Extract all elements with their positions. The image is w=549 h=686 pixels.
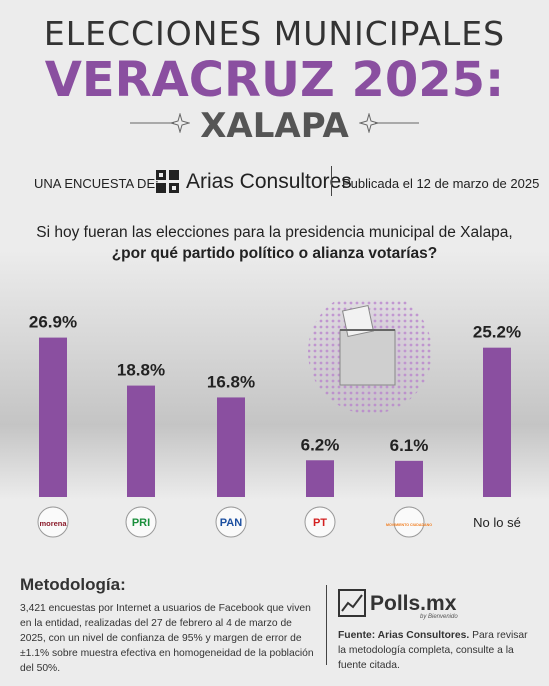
bar-mc — [395, 460, 423, 497]
data-labels-group: 26.9% 18.8% 16.8% 6.2% 6.1% 25.2% — [29, 313, 521, 455]
morena-logo-icon: morena — [37, 506, 69, 538]
source-note: Fuente: Arias Consultores. Para revisar … — [338, 628, 538, 673]
polls-logo-icon — [338, 589, 366, 617]
question: Si hoy fueran las elecciones para la pre… — [0, 222, 549, 264]
pan-logo-icon: PAN — [215, 506, 247, 538]
source-label: Fuente: Arias Consultores. — [338, 630, 470, 641]
source-text: Para revisar la metodología completa, co… — [338, 630, 528, 671]
data-label-pt: 6.2% — [301, 435, 340, 454]
data-label-mc: 6.1% — [390, 436, 429, 455]
ballot-box-illustration — [308, 300, 432, 414]
sparkle-right-icon — [359, 113, 419, 133]
bar-pt — [306, 460, 334, 497]
data-label-pri: 18.8% — [117, 361, 165, 380]
divider — [331, 166, 332, 196]
data-label-pan: 16.8% — [207, 372, 255, 391]
polls-brand: Polls.mx — [370, 592, 457, 615]
bar-chart: 26.9% 18.8% 16.8% 6.2% 6.1% 25.2% morena PRI PA… — [29, 300, 521, 538]
party-logos-group: morena PRI PAN PT MOVIMIENTO CIUDADANO No lo … — [37, 506, 521, 538]
pt-logo-icon: PT — [304, 506, 336, 538]
arias-logo-icon — [156, 170, 179, 193]
bars-group — [39, 337, 511, 497]
mc-logo-icon: MOVIMIENTO CIUDADANO — [386, 506, 432, 538]
title-line-1: ELECCIONES MUNICIPALES — [43, 14, 506, 53]
question-line-2: ¿por qué partido político o alianza vota… — [111, 245, 438, 262]
footer-divider — [326, 585, 327, 665]
data-label-morena: 26.9% — [29, 313, 77, 332]
no-lo-se-logo-icon: No lo sé — [473, 515, 521, 530]
category-label-no-lo-se: No lo sé — [473, 515, 521, 530]
pri-logo-icon: PRI — [125, 506, 157, 538]
title-line-2: VERACRUZ 2025: — [44, 52, 505, 108]
published-date: Publicada el 12 de marzo de 2025 — [342, 176, 540, 191]
pollster-row: UNA ENCUESTA DE: Arias Consultores Publi… — [0, 166, 549, 200]
bar-no-lo-se — [483, 347, 511, 497]
bar-pan — [217, 397, 245, 497]
methodology-text: 3,421 encuestas por Internet a usuarios … — [20, 603, 314, 674]
pollster-name: Arias Consultores — [186, 170, 352, 193]
data-label-no-lo-se: 25.2% — [473, 323, 521, 342]
svg-text:morena: morena — [39, 519, 67, 528]
title-line-3: XALAPA — [200, 106, 349, 146]
city-background — [0, 250, 549, 500]
svg-text:PAN: PAN — [220, 517, 242, 529]
bar-pri — [127, 385, 155, 497]
methodology-title: Metodología: — [20, 575, 126, 594]
pollster-intro: UNA ENCUESTA DE: — [34, 176, 159, 191]
svg-text:PT: PT — [313, 517, 327, 529]
bar-morena — [39, 337, 67, 497]
svg-text:MOVIMIENTO CIUDADANO: MOVIMIENTO CIUDADANO — [386, 523, 432, 527]
sparkle-left-icon — [130, 113, 190, 133]
question-line-1: Si hoy fueran las elecciones para la pre… — [36, 224, 513, 241]
polls-tagline: by Bienvenido — [420, 614, 458, 620]
svg-text:PRI: PRI — [132, 517, 150, 529]
